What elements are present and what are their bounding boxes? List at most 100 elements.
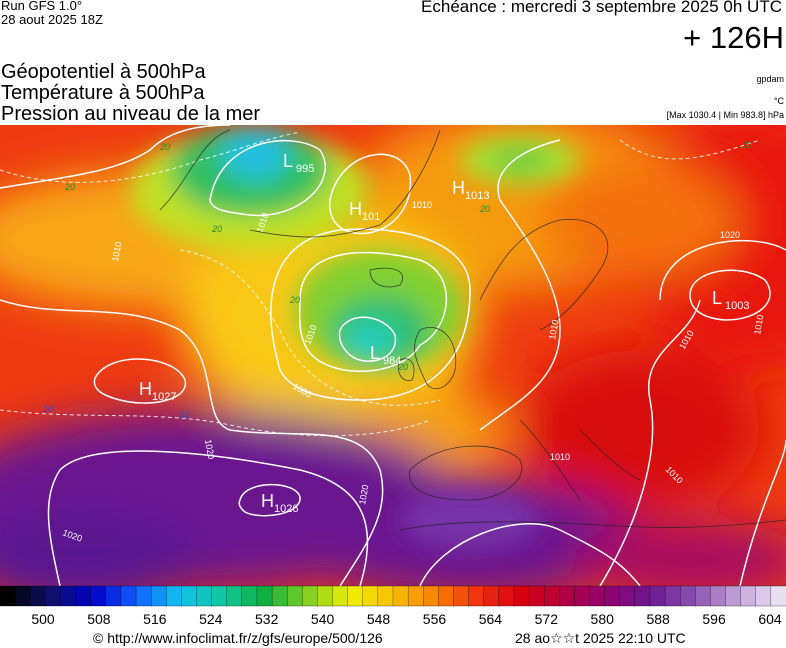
isobar-label: 1010 <box>752 314 765 335</box>
pressure-value: 101 <box>362 211 380 223</box>
colorbar-tick-label: 540 <box>311 611 335 627</box>
colorbar-swatch <box>211 585 228 607</box>
pressure-value: 1013 <box>465 190 489 202</box>
colorbar-swatch <box>725 585 742 607</box>
generated-time: 28 ao☆☆t 2025 22:10 UTC <box>515 630 686 646</box>
colorbar-tick-label: 588 <box>646 611 670 627</box>
isotherm-label: 20 <box>741 140 752 150</box>
colorbar-swatch <box>317 585 334 607</box>
source-link: © http://www.infoclimat.fr/z/gfs/europe/… <box>93 630 383 646</box>
pressure-letter: L <box>370 343 380 363</box>
isobar-label: 1020 <box>720 230 740 240</box>
unit-3: [Max 1030.4 | Min 983.8] hPa <box>666 110 784 120</box>
colorbar-tick-label: 508 <box>87 611 111 627</box>
colorbar-swatch <box>770 585 786 607</box>
colorbar-swatch <box>680 585 696 607</box>
colorbar-swatch <box>166 585 183 607</box>
run-label: Run GFS 1.0° <box>1 0 83 13</box>
colorbar-swatch <box>740 585 757 607</box>
colorbar-swatch <box>453 585 470 607</box>
colorbar-swatch <box>392 585 409 607</box>
colorbar-tick-label: 524 <box>199 611 223 627</box>
colorbar-swatch <box>90 585 107 607</box>
isobar-label: 1020 <box>203 439 216 460</box>
field-shading <box>0 125 786 586</box>
colorbar-swatch <box>423 585 439 607</box>
colorbar-swatch <box>664 585 681 607</box>
colorbar-tick-label: 556 <box>423 611 447 627</box>
isobar-label: 1010 <box>110 241 123 262</box>
lead-time: + 126H <box>683 20 784 55</box>
isobars <box>0 125 786 586</box>
isotherm-label: 20 <box>159 142 170 152</box>
colorbar-swatch <box>0 585 16 607</box>
colorbar-swatch <box>271 585 288 607</box>
colorbar-swatch <box>256 585 273 607</box>
colorbar-tick-label: 516 <box>143 611 167 627</box>
colorbar-swatch <box>75 585 92 607</box>
colorbar-swatch <box>649 585 666 607</box>
colorbar-swatch <box>287 585 303 607</box>
pressure-value: 1026 <box>274 503 298 515</box>
colorbar-swatch <box>695 585 712 607</box>
isobar-label: 1010 <box>550 452 570 462</box>
colorbar-swatch <box>513 585 530 607</box>
colorbar-swatch <box>498 585 515 607</box>
pressure-letter: H <box>261 491 274 511</box>
colorbar-swatch <box>438 585 455 607</box>
colorbar-swatch <box>468 585 485 607</box>
colorbar-swatch <box>60 585 77 607</box>
colorbar-swatch <box>483 585 500 607</box>
colorbar-swatch <box>619 585 636 607</box>
colorbar-swatch <box>574 585 591 607</box>
field-1: Géopotentiel à 500hPa <box>1 61 206 83</box>
coastlines <box>159 129 786 531</box>
colorbar-swatch <box>634 585 651 607</box>
unit-2: °C <box>773 96 784 106</box>
field-3: Pression au niveau de la mer <box>1 103 261 125</box>
colorbar-tick-label: 580 <box>591 611 615 627</box>
isotherm-label: 20 <box>64 182 75 192</box>
colorbar-tick-label: 548 <box>367 611 391 627</box>
isotherm-label: 20 <box>211 224 222 234</box>
colorbar-tick-label: 572 <box>535 611 559 627</box>
pressure-value: 995 <box>296 163 314 175</box>
colorbar-swatch <box>241 585 258 607</box>
colorbar-tick-label: 604 <box>758 611 782 627</box>
colorbar-swatch <box>151 585 167 607</box>
colorbar-swatch <box>710 585 727 607</box>
pressure-letter: L <box>712 288 722 308</box>
isobar-label: 1020 <box>357 484 370 505</box>
pressure-letter: H <box>349 199 362 219</box>
colorbar-swatch <box>181 585 198 607</box>
pressure-value: 1027 <box>152 391 176 403</box>
isotherm-label: 20 <box>397 362 408 372</box>
colorbar-tick-label: 564 <box>479 611 503 627</box>
colorbar-swatch <box>755 585 772 607</box>
pressure-letter: H <box>452 178 465 198</box>
colorbar-swatch <box>14 585 31 607</box>
colorbar-tick-label: 532 <box>255 611 279 627</box>
colorbar-swatch <box>362 585 379 607</box>
pressure-letter: H <box>139 379 152 399</box>
isobar-label: 1010 <box>547 319 560 340</box>
colorbar-swatch <box>105 585 122 607</box>
isotherm-label: 10 <box>43 404 53 414</box>
colorbar-swatch <box>559 585 576 607</box>
colorbar-swatch <box>120 585 137 607</box>
isotherm-label: 20 <box>289 295 300 305</box>
colorbar-swatch <box>589 585 606 607</box>
colorbar-swatch <box>544 585 560 607</box>
colorbar-swatch <box>528 585 545 607</box>
colorbar-swatch <box>604 585 621 607</box>
unit-1: gpdam <box>756 74 784 84</box>
colorbar-swatch <box>332 585 349 607</box>
pressure-value: 1003 <box>725 300 749 312</box>
colorbar-swatch <box>302 585 319 607</box>
colorbar-swatch <box>196 585 213 607</box>
field-2: Température à 500hPa <box>1 82 205 104</box>
colorbar-swatch <box>30 585 46 607</box>
colorbar-swatch <box>407 585 424 607</box>
